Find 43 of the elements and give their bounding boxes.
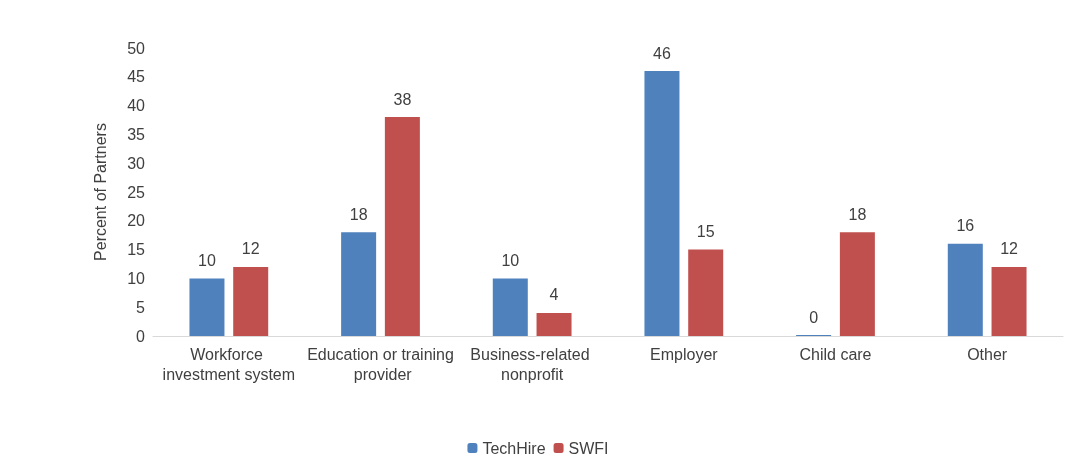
bar	[991, 266, 1027, 336]
x-tick-label: Child care	[799, 345, 872, 363]
legend-label: TechHire	[482, 439, 546, 457]
data-label: 0	[809, 308, 819, 326]
y-tick-label: 0	[136, 327, 146, 345]
y-axis-title: Percent of Partners	[91, 123, 109, 261]
data-label: 12	[241, 240, 260, 258]
y-tick-label: 35	[127, 125, 146, 143]
y-tick-label: 20	[127, 212, 146, 230]
bar	[644, 71, 680, 336]
bar	[947, 243, 983, 336]
bar	[341, 232, 377, 336]
y-tick-label: 10	[127, 269, 146, 287]
bar	[839, 232, 875, 336]
y-tick-label: 30	[127, 154, 146, 172]
data-label: 46	[653, 44, 671, 62]
x-tick-label: Business-related nonprofit	[470, 345, 594, 383]
data-label: 10	[501, 251, 520, 269]
bar	[233, 266, 269, 336]
data-label: 4	[549, 286, 559, 304]
y-tick-label: 50	[127, 39, 146, 57]
data-label: 18	[349, 205, 368, 223]
bar	[688, 249, 724, 336]
x-tick-label: Education or training provider	[307, 345, 454, 383]
data-label: 38	[393, 90, 412, 108]
y-tick-label: 15	[127, 241, 146, 259]
data-label: 16	[956, 217, 975, 235]
bar	[384, 117, 420, 336]
data-label: 18	[848, 205, 867, 223]
legend-label: SWFI	[568, 439, 609, 457]
x-tick-label: Workforce investment system	[162, 345, 296, 383]
data-label: 15	[696, 223, 715, 241]
data-label: 10	[198, 251, 216, 269]
y-tick-label: 45	[127, 68, 146, 86]
y-tick-label: 5	[136, 298, 146, 316]
bar	[536, 312, 572, 336]
y-tick-label: 40	[127, 97, 146, 115]
x-tick-label: Employer	[650, 345, 719, 363]
bar	[492, 278, 528, 336]
y-tick-label: 25	[127, 183, 146, 201]
bar	[189, 278, 225, 336]
x-tick-label: Other	[967, 345, 1008, 363]
data-label: 12	[1000, 240, 1019, 258]
